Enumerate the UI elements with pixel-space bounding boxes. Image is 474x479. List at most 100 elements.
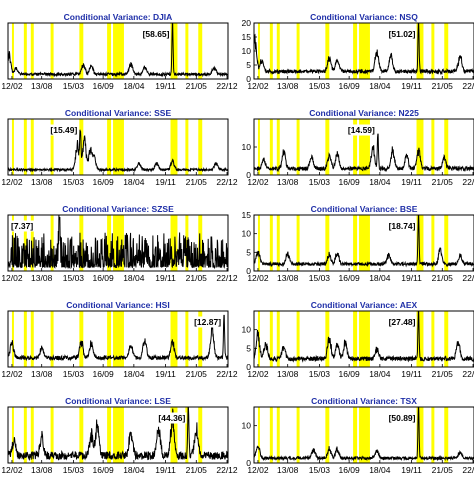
highlight-band: [431, 119, 435, 175]
highlight-band: [107, 407, 112, 463]
x-tick-label: 15/03: [309, 81, 331, 91]
variance-line: [254, 133, 474, 173]
highlight-band: [416, 23, 424, 79]
y-tick-label: 10: [242, 46, 252, 56]
panel-title: Conditional Variance: SSE: [65, 108, 172, 118]
panel-title: Conditional Variance: NSQ: [310, 12, 418, 22]
highlight-band: [198, 23, 203, 79]
highlight-band: [325, 23, 330, 79]
highlight-band: [170, 215, 178, 271]
highlight-band: [50, 215, 54, 271]
y-tick-label: 10: [242, 421, 252, 431]
highlight-band: [23, 311, 27, 367]
highlight-band: [50, 119, 54, 175]
variance-line: [254, 215, 474, 268]
highlight-band: [198, 311, 203, 367]
x-tick-label: 12/02: [247, 465, 269, 474]
y-tick-label: 0: [246, 170, 251, 180]
x-tick-label: 16/09: [92, 465, 114, 474]
annotation-background: [387, 220, 417, 232]
x-tick-label: 13/08: [31, 81, 53, 91]
highlight-band: [30, 23, 34, 79]
x-tick-label: 12/02: [247, 177, 269, 187]
x-tick-label: 22/12: [216, 465, 238, 474]
x-tick-label: 15/03: [63, 81, 85, 91]
x-tick-label: 12/02: [247, 273, 269, 283]
highlight-band: [30, 119, 34, 175]
x-tick-label: 19/11: [155, 81, 176, 91]
highlight-band: [11, 407, 14, 463]
highlight-band: [23, 119, 27, 175]
x-tick-label: 12/02: [1, 81, 23, 91]
peak-annotation: [27.48]: [389, 317, 416, 327]
x-tick-label: 15/03: [309, 369, 331, 379]
highlight-band: [113, 215, 124, 271]
x-tick-label: 15/03: [63, 465, 85, 474]
y-tick-label: 0: [246, 266, 251, 276]
panel-title: Conditional Variance: TSX: [311, 396, 417, 406]
y-tick-label: 0: [246, 362, 251, 372]
panel-title: Conditional Variance: HSI: [66, 300, 169, 310]
plot-frame: [7, 118, 229, 176]
x-tick-label: 15/03: [309, 273, 331, 283]
x-tick-label: 15/03: [63, 177, 85, 187]
y-tick-label: 15: [242, 210, 252, 220]
panel-hsi: Conditional Variance: HSI 12/02 13/08 15/03…: [1, 300, 238, 379]
x-tick-label: 12/02: [1, 273, 23, 283]
highlight-band: [269, 407, 273, 463]
x-tick-label: 16/09: [338, 465, 360, 474]
highlight-band: [416, 407, 424, 463]
x-tick-label: 12/02: [247, 81, 269, 91]
highlight-band: [276, 311, 280, 367]
highlight-band: [359, 311, 370, 367]
peak-annotation: [51.02]: [389, 29, 416, 39]
variance-line: [8, 129, 228, 173]
annotation-background: [387, 412, 417, 424]
highlight-band: [359, 119, 370, 175]
highlight-band: [431, 215, 435, 271]
panel-sse: Conditional Variance: SSE 12/02 13/08 15/03…: [1, 108, 238, 187]
panel-bse: Conditional Variance: BSE 12/02 13/08 15/03…: [242, 204, 474, 283]
x-tick-label: 16/09: [338, 273, 360, 283]
panel-title: Conditional Variance: SZSE: [62, 204, 174, 214]
x-tick-label: 19/11: [401, 273, 422, 283]
highlight-band: [269, 119, 273, 175]
plot-frame: [253, 310, 474, 368]
panel-title: Conditional Variance: N225: [309, 108, 419, 118]
highlight-band: [257, 119, 260, 175]
x-tick-label: 18/04: [369, 465, 391, 474]
highlight-band: [185, 407, 189, 463]
highlight-band: [444, 119, 449, 175]
highlight-band: [113, 311, 124, 367]
y-tick-label: 5: [246, 60, 251, 70]
panel-aex: Conditional Variance: AEX 12/02 13/08 15/03…: [242, 300, 474, 379]
highlight-band: [170, 23, 178, 79]
x-tick-label: 18/04: [123, 273, 145, 283]
highlight-band: [353, 311, 358, 367]
highlight-band: [30, 215, 34, 271]
annotation-background: [193, 316, 223, 328]
x-tick-label: 22/12: [216, 273, 238, 283]
highlight-band: [269, 23, 273, 79]
annotation-background: [141, 28, 171, 40]
x-tick-label: 16/09: [92, 273, 114, 283]
highlight-band: [276, 23, 280, 79]
x-tick-label: 16/09: [338, 177, 360, 187]
highlight-band: [325, 119, 330, 175]
x-tick-label: 21/05: [186, 273, 208, 283]
x-tick-label: 15/03: [309, 177, 331, 187]
highlight-band: [269, 311, 273, 367]
x-tick-label: 19/11: [401, 465, 422, 474]
x-tick-label: 16/09: [92, 177, 114, 187]
highlight-band: [185, 23, 189, 79]
x-tick-label: 19/11: [155, 273, 176, 283]
highlight-band: [359, 407, 370, 463]
highlight-band: [50, 407, 54, 463]
panel-title: Conditional Variance: AEX: [311, 300, 418, 310]
highlight-band: [296, 311, 300, 367]
annotation-background: [49, 124, 79, 136]
x-tick-label: 18/04: [369, 177, 391, 187]
highlight-band: [30, 311, 34, 367]
plot-frame: [7, 310, 229, 368]
